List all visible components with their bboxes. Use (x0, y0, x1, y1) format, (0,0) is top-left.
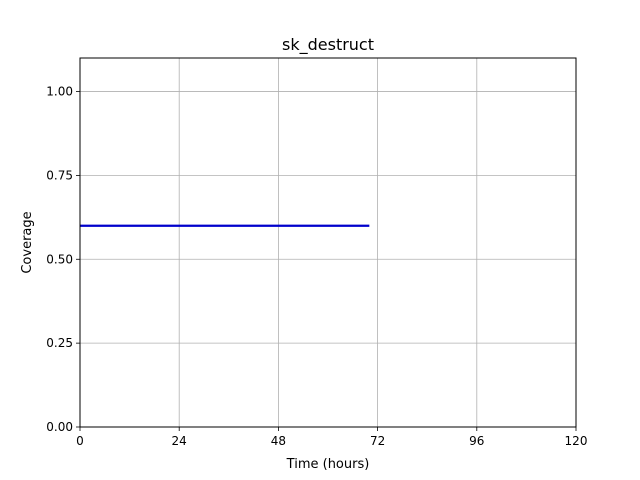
x-tick-label: 24 (172, 434, 187, 448)
tick-layer: 0 24 48 72 96 120 0.00 0.25 0.50 0.75 1.00 (46, 85, 587, 448)
y-tick-label: 1.00 (46, 85, 73, 99)
x-tick-label: 48 (271, 434, 286, 448)
chart-title: sk_destruct (282, 35, 374, 55)
y-tick-label: 0.25 (46, 336, 73, 350)
x-axis-label: Time (hours) (286, 457, 370, 472)
x-tick-label: 72 (370, 434, 385, 448)
plot-area-frame (79, 57, 577, 428)
x-tick-label: 120 (565, 434, 588, 448)
y-tick-label: 0.00 (46, 420, 73, 434)
y-axis-label: Coverage (20, 211, 35, 273)
y-tick-label: 0.50 (46, 252, 73, 266)
y-tick-label: 0.75 (46, 168, 73, 182)
x-tick-label: 0 (76, 434, 84, 448)
x-tick-label: 96 (469, 434, 484, 448)
